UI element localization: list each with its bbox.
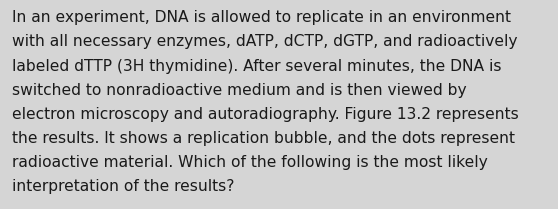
Text: with all necessary enzymes, dATP, dCTP, dGTP, and radioactively: with all necessary enzymes, dATP, dCTP, … <box>12 34 518 50</box>
Text: switched to nonradioactive medium and is then viewed by: switched to nonradioactive medium and is… <box>12 83 467 98</box>
Text: In an experiment, DNA is allowed to replicate in an environment: In an experiment, DNA is allowed to repl… <box>12 10 511 25</box>
Text: the results. It shows a replication bubble, and the dots represent: the results. It shows a replication bubb… <box>12 131 515 146</box>
Text: labeled dTTP (3H thymidine). After several minutes, the DNA is: labeled dTTP (3H thymidine). After sever… <box>12 59 502 74</box>
Text: electron microscopy and autoradiography. Figure 13.2 represents: electron microscopy and autoradiography.… <box>12 107 519 122</box>
Text: radioactive material. Which of the following is the most likely: radioactive material. Which of the follo… <box>12 155 488 170</box>
Text: interpretation of the results?: interpretation of the results? <box>12 179 235 194</box>
